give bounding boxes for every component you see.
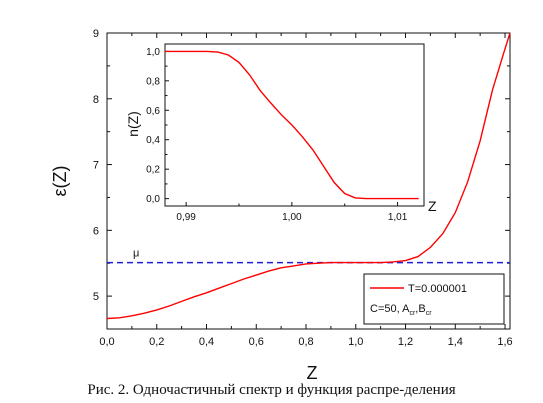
x-axis-label: Z <box>307 363 318 383</box>
y-tick-label: 5 <box>93 291 99 303</box>
legend-box <box>363 273 505 325</box>
inset-y-tick-label: 1,0 <box>146 47 160 58</box>
inset-y-tick-label: 0,8 <box>146 76 160 87</box>
x-tick-label: 1,4 <box>448 336 463 348</box>
x-tick-label: 1,2 <box>398 336 413 348</box>
x-tick-label: 0,6 <box>249 336 264 348</box>
inset-y-tick-label: 0,6 <box>146 106 160 117</box>
inset-y-tick-label: 0,4 <box>146 135 160 146</box>
inset-y-tick-label: 0,2 <box>146 165 160 176</box>
series-line-inset <box>165 50 419 200</box>
x-tick-label: 1,0 <box>348 336 363 348</box>
y-tick-label: 9 <box>93 28 99 40</box>
inset-x-tick-label: 1,01 <box>388 212 408 223</box>
main-plot-frame <box>106 32 511 330</box>
y-axis-label: ε(Z) <box>50 165 70 196</box>
x-tick-label: 0,8 <box>298 336 313 348</box>
x-tick-label: 0,4 <box>199 336 214 348</box>
mu-label: μ <box>133 248 139 260</box>
x-tick-label: 1,6 <box>497 336 512 348</box>
inset-x-tick-label: 1,00 <box>282 212 302 223</box>
x-tick-label: 0,2 <box>149 336 164 348</box>
inset-y-tick-label: 0,0 <box>146 194 160 205</box>
y-tick-label: 6 <box>93 225 99 237</box>
inset-tick-labels: 0,99 1,00 1,01 0,0 0,2 0,4 0,6 0,8 1,0 <box>146 47 408 223</box>
x-tick-label: 0,0 <box>99 336 114 348</box>
inset-plot-frame <box>164 43 425 207</box>
y-tick-label: 8 <box>93 94 99 106</box>
inset-x-axis-label: Z <box>428 198 437 214</box>
series-line-main <box>106 32 511 320</box>
y-tick-label: 7 <box>93 160 99 172</box>
figure-caption: Рис. 2. Одночастичный спектр и функция р… <box>87 382 456 398</box>
legend-note: C=50, Acr,Bcr <box>370 303 432 317</box>
legend-entry: T=0.000001 <box>408 283 467 295</box>
main-tick-labels: 0,0 0,2 0,4 0,6 0,8 1,0 1,2 1,4 1,6 5 6 7 8 9 <box>93 28 513 348</box>
inset-x-tick-label: 0,99 <box>176 212 196 223</box>
inset-y-axis-label: n(Z) <box>125 111 141 137</box>
